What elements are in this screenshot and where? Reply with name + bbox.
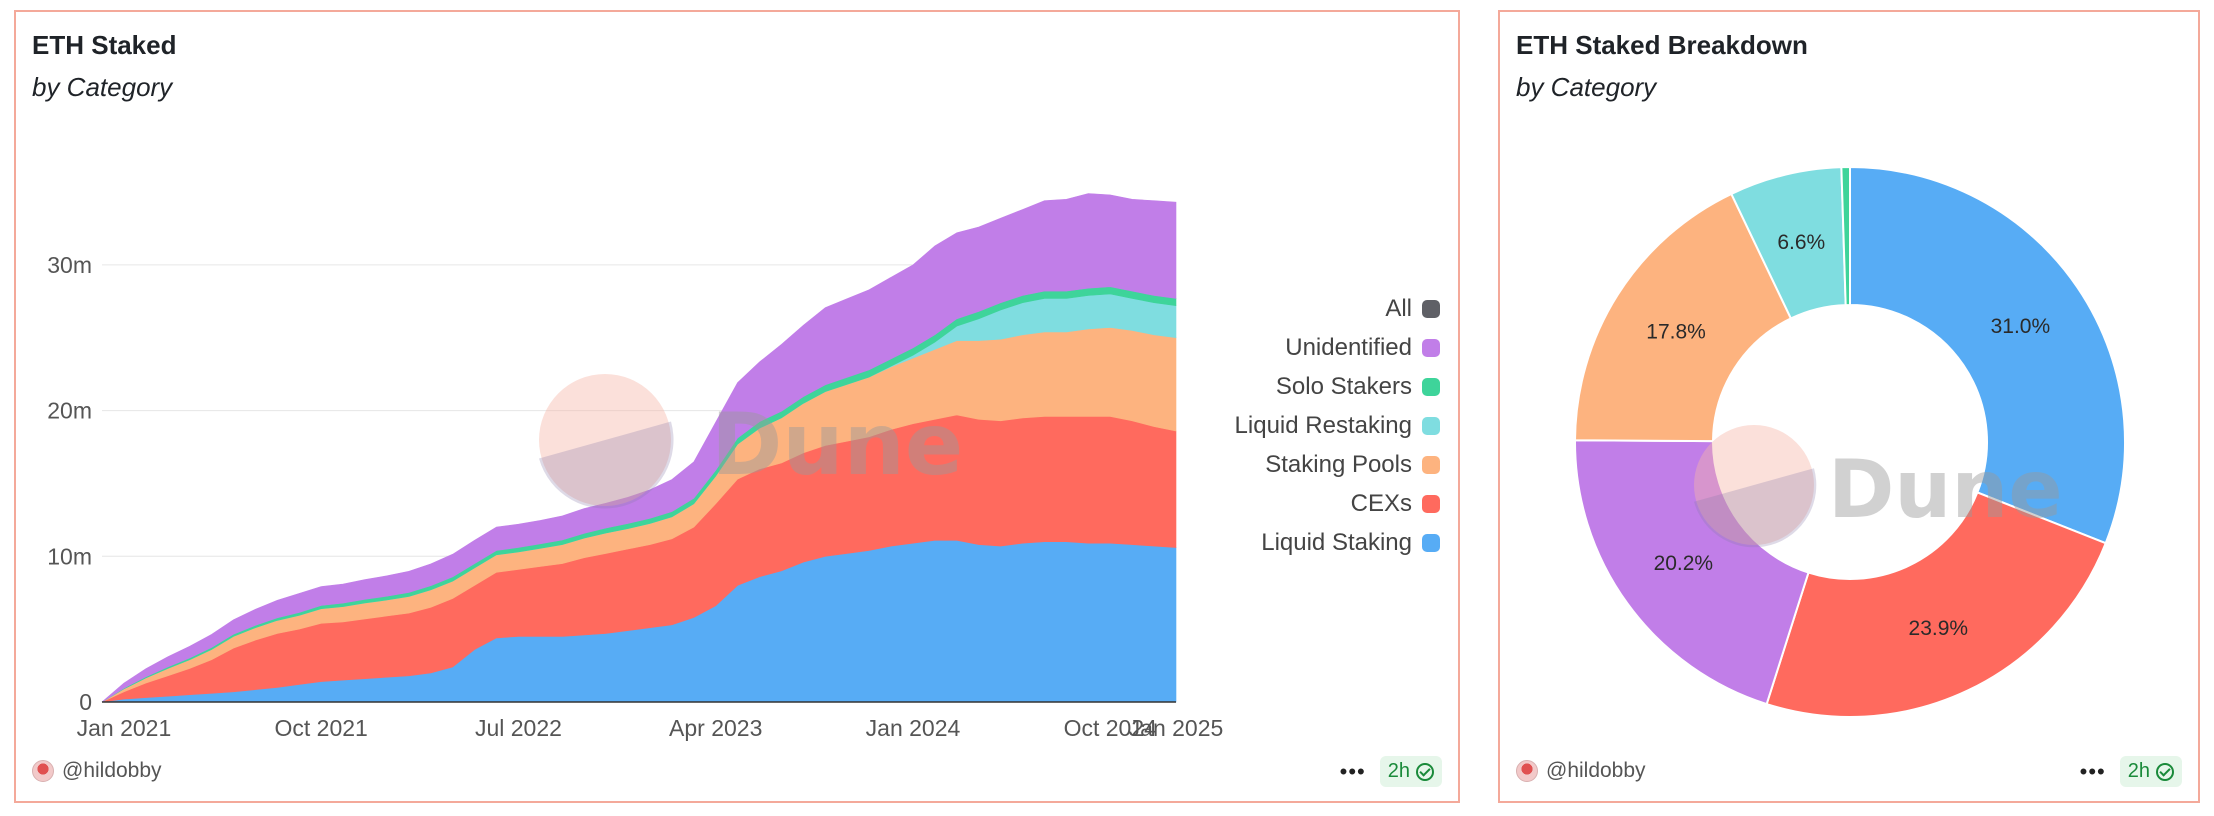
legend-item-staking-pools[interactable]: Staking Pools: [1265, 450, 1440, 479]
legend-label: Staking Pools: [1265, 450, 1412, 478]
legend-swatch: [1422, 494, 1440, 513]
area-series-group: [101, 193, 1177, 703]
legend-item-cexs[interactable]: CEXs: [1351, 489, 1440, 518]
donut-slices: [1573, 165, 2126, 718]
legend-item-liquid-staking[interactable]: Liquid Staking: [1261, 528, 1440, 557]
more-options-icon[interactable]: •••: [1339, 758, 1366, 784]
legend-swatch: [1422, 533, 1440, 552]
chart-title: ETH Staked Breakdown: [1516, 30, 1808, 60]
eth-staked-card: 0 10m 20m 30m Jan 2021 Oct 2021 Jul 2022 Apr 20…: [14, 10, 1460, 803]
donut-slice-labels: 31.0% 23.9% 20.2% 17.8% 6.6%: [1646, 231, 2050, 640]
chart-legend: All Unidentified Solo Stakers Liquid Restak…: [1235, 294, 1440, 557]
author-link[interactable]: @hildobby: [1516, 759, 1646, 783]
legend-label: Liquid Restaking: [1234, 411, 1412, 439]
chart-subtitle: by Category: [1516, 72, 1657, 102]
author-name: @hildobby: [62, 759, 162, 782]
avatar: [32, 760, 54, 782]
freshness-label: 2h: [1387, 760, 1410, 782]
legend-item-solo-stakers[interactable]: Solo Stakers: [1276, 372, 1440, 401]
eth-staked-breakdown-donut: 31.0% 23.9% 20.2% 17.8% 6.6% Dune: [1573, 165, 2126, 718]
author-link[interactable]: @hildobby: [32, 759, 162, 783]
area-series-unidentified[interactable]: [101, 193, 1177, 703]
watermark-circle: [539, 374, 671, 506]
freshness-badge[interactable]: 2h: [1379, 756, 1442, 787]
avatar: [1516, 760, 1538, 782]
watermark-circle: [1694, 425, 1814, 545]
freshness-label: 2h: [2127, 760, 2150, 782]
donut-slice-label: 20.2%: [1654, 552, 1714, 575]
check-circle-icon: [1416, 762, 1434, 781]
x-tick-label: Jan 2025: [1129, 715, 1224, 741]
watermark-circle-shade: [539, 421, 674, 509]
legend-label: Unidentified: [1285, 333, 1412, 361]
donut-slice-liquid-staking[interactable]: [1849, 165, 2126, 545]
legend-label: Liquid Staking: [1261, 528, 1412, 556]
dune-watermark: Dune: [1694, 425, 2063, 548]
y-tick-label: 10m: [47, 543, 92, 569]
y-tick-label: 30m: [47, 252, 92, 278]
legend-swatch: [1422, 455, 1440, 474]
donut-slice-label: 23.9%: [1909, 617, 1969, 640]
freshness-badge[interactable]: 2h: [2119, 756, 2182, 787]
author-name: @hildobby: [1546, 759, 1646, 782]
watermark-text: Dune: [1828, 443, 2063, 536]
dune-watermark: Dune: [539, 374, 963, 509]
donut-slice-cexs[interactable]: [1765, 491, 2107, 718]
legend-swatch: [1422, 416, 1440, 435]
legend-label: All: [1385, 294, 1412, 322]
y-tick-label: 0: [79, 689, 92, 715]
donut-slice-label: 17.8%: [1646, 321, 1706, 344]
donut-slice-unidentified[interactable]: [1574, 439, 1810, 706]
x-tick-label: Jan 2024: [866, 715, 961, 741]
watermark-circle-shade: [1694, 468, 1817, 548]
legend-item-all[interactable]: All: [1385, 294, 1440, 323]
eth-staked-area-chart: 0 10m 20m 30m Jan 2021 Oct 2021 Jul 2022 Apr 20…: [47, 193, 1224, 741]
check-circle-icon: [2156, 762, 2174, 781]
x-tick-label: Jan 2021: [77, 715, 172, 741]
donut-slice-label: 6.6%: [1777, 231, 1825, 254]
donut-slice-label: 31.0%: [1991, 315, 2051, 338]
legend-label: CEXs: [1350, 489, 1412, 517]
legend-label: Solo Stakers: [1275, 372, 1412, 400]
x-tick-label: Apr 2023: [669, 715, 762, 741]
more-options-icon[interactable]: •••: [2079, 758, 2106, 784]
legend-swatch: [1422, 377, 1440, 396]
chart-title: ETH Staked: [32, 30, 177, 60]
y-tick-label: 20m: [47, 398, 92, 424]
donut-slice-staking-pools[interactable]: [1573, 192, 1793, 443]
card-footer-actions: ••• 2h: [2080, 756, 2182, 787]
x-tick-labels: Jan 2021 Oct 2021 Jul 2022 Apr 2023 Jan 2024…: [77, 715, 1224, 741]
legend-swatch: [1422, 299, 1440, 318]
card-footer-actions: ••• 2h: [1340, 756, 1442, 787]
eth-staked-breakdown-card: 31.0% 23.9% 20.2% 17.8% 6.6% Dune ETH Staked …: [1498, 10, 2200, 803]
x-tick-label: Jul 2022: [475, 715, 562, 741]
x-tick-label: Oct 2024: [1064, 715, 1158, 741]
legend-item-liquid-restaking[interactable]: Liquid Restaking: [1235, 411, 1440, 440]
watermark-text: Dune: [711, 395, 963, 495]
x-tick-label: Oct 2021: [275, 715, 368, 741]
legend-item-unidentified[interactable]: Unidentified: [1285, 333, 1440, 362]
legend-swatch: [1422, 338, 1440, 357]
chart-subtitle: by Category: [32, 72, 173, 102]
donut-slice-solo-stakers[interactable]: [1840, 165, 1851, 307]
